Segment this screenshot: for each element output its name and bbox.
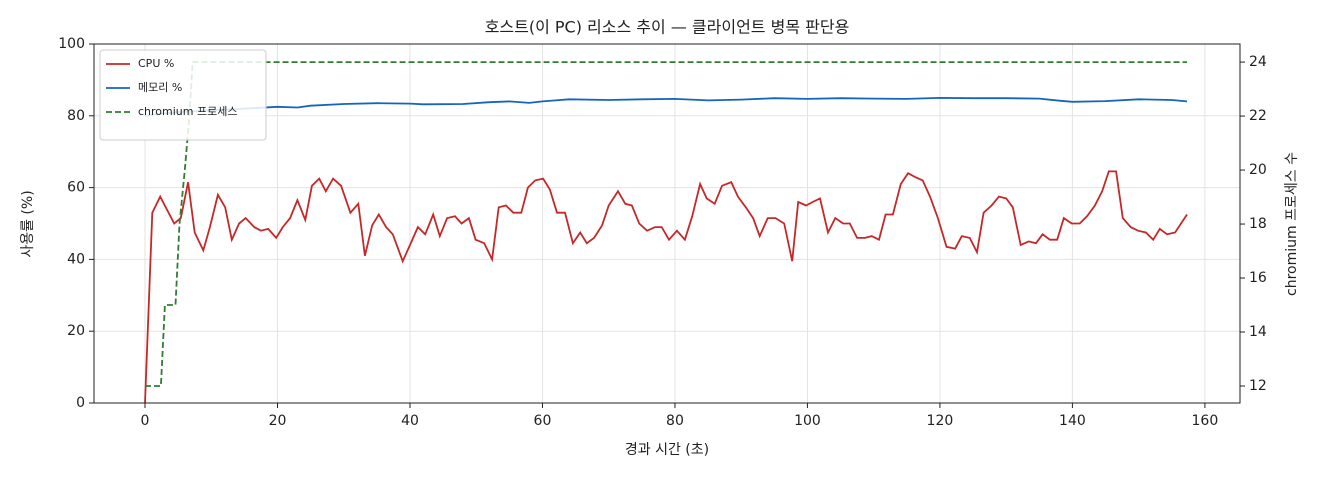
x-tick-label: 120	[927, 413, 954, 429]
y-tick-label: 80	[67, 108, 85, 124]
y-tick-label: 0	[76, 395, 85, 411]
y-tick-label: 100	[58, 36, 85, 52]
chart-title: 호스트(이 PC) 리소스 추이 — 클라이언트 병목 판단용	[485, 18, 850, 37]
y-axis-label: 사용률 (%)	[20, 190, 36, 257]
x-tick-label: 140	[1059, 413, 1086, 429]
y2-tick-label: 14	[1249, 324, 1267, 340]
lines	[144, 61, 1188, 404]
legend-box	[99, 49, 267, 141]
x-tick-label: 0	[141, 413, 150, 429]
y2-tick-label: 20	[1249, 162, 1267, 178]
ticks: 0 20 40 60 80 100 120 140 160 0 20 40 60 80 100 12 14 16 1…	[58, 36, 1267, 429]
y-tick-label: 40	[67, 251, 85, 267]
y2-axis-label: chromium 프로세스 수	[1284, 152, 1300, 296]
y2-tick-label: 18	[1249, 216, 1267, 232]
legend-label: 메모리 %	[138, 81, 182, 94]
x-tick-label: 20	[269, 413, 287, 429]
y2-tick-label: 16	[1249, 270, 1267, 286]
y-tick-label: 20	[67, 323, 85, 339]
plot-frame	[93, 43, 1241, 404]
series-line	[144, 96, 1188, 117]
x-tick-label: 40	[401, 413, 419, 429]
y2-tick-label: 24	[1249, 54, 1267, 70]
x-tick-label: 80	[666, 413, 684, 429]
x-tick-label: 160	[1192, 413, 1219, 429]
y2-tick-label: 22	[1249, 108, 1267, 124]
x-axis-label: 경과 시간 (초)	[625, 442, 709, 458]
legend-label: CPU %	[138, 57, 174, 70]
y2-tick-label: 12	[1249, 378, 1267, 394]
x-tick-label: 60	[534, 413, 552, 429]
y-tick-label: 60	[67, 180, 85, 196]
legend-label: chromium 프로세스	[138, 105, 237, 118]
legend: CPU % 메모리 % chromium 프로세스	[99, 49, 267, 141]
x-tick-label: 100	[794, 413, 821, 429]
series-line	[145, 61, 1187, 387]
series-line	[144, 170, 1188, 404]
